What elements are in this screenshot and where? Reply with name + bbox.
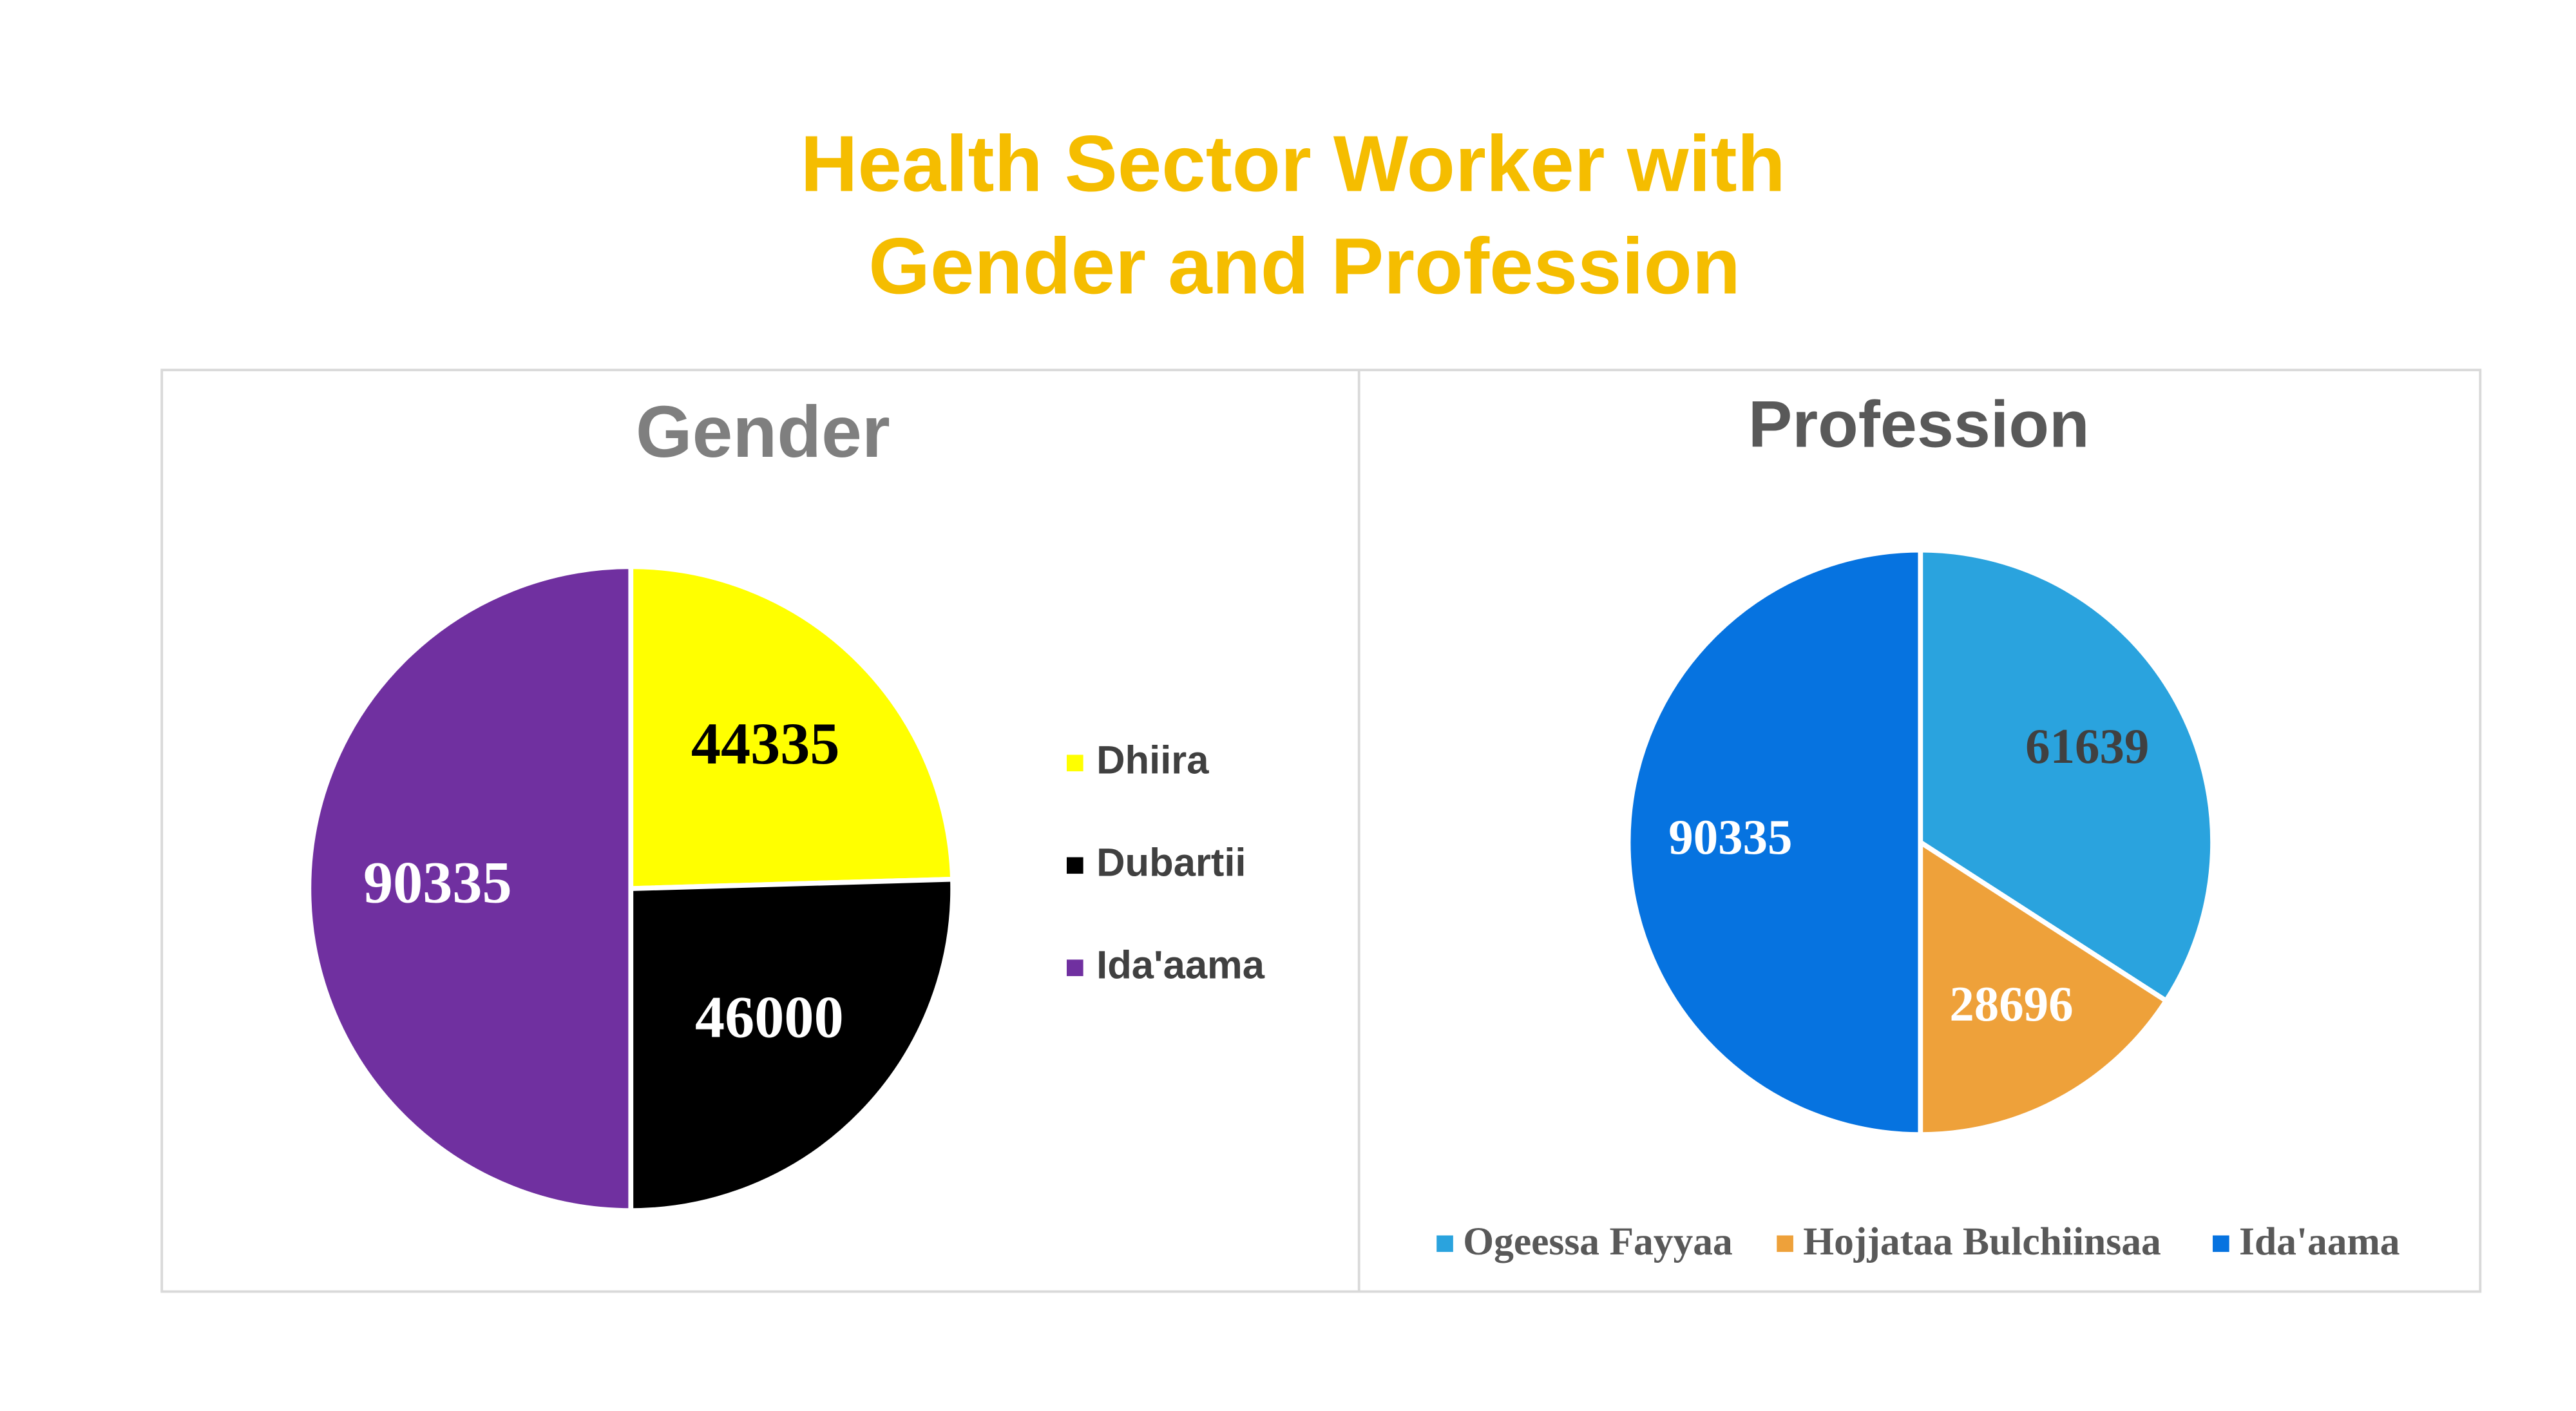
- data-label: 28696: [1949, 976, 2073, 1032]
- data-label: 46000: [695, 984, 844, 1050]
- pie-slice: [1625, 547, 1923, 1137]
- legend-label: Dubartii: [1096, 841, 1246, 885]
- legend-label: Ida'aama: [1096, 943, 1265, 987]
- data-label: 61639: [2025, 718, 2149, 774]
- legend-label: Ida'aama: [2239, 1220, 2400, 1263]
- legend-marker: [1066, 959, 1083, 977]
- chart-subtitle: Gender: [636, 391, 890, 472]
- panel-frame: [160, 369, 2482, 1293]
- data-label: 90335: [1668, 809, 1792, 865]
- data-label: 90335: [363, 849, 512, 915]
- legend-label: Ogeessa Fayyaa: [1463, 1220, 1733, 1263]
- chart-title: Gender and Profession: [868, 222, 1741, 311]
- chart-title: Health Sector Worker with: [801, 120, 1786, 209]
- legend-label: Dhiira: [1096, 738, 1209, 783]
- legend-marker: [1777, 1235, 1793, 1253]
- data-label: 44335: [691, 711, 840, 776]
- legend-marker: [1066, 754, 1083, 772]
- pie-slice: [306, 564, 634, 1213]
- pie-slice: [628, 876, 955, 1213]
- legend-marker: [1066, 857, 1083, 874]
- legend-label: Hojjataa Bulchiinsaa: [1803, 1220, 2161, 1263]
- pie-slice: [628, 564, 955, 892]
- legend-marker: [2213, 1235, 2229, 1253]
- chart-subtitle: Profession: [1748, 387, 2090, 461]
- pie-slice: [1918, 838, 2170, 1137]
- legend-marker: [1436, 1235, 1453, 1253]
